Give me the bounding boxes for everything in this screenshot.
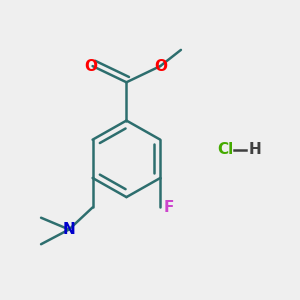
Text: N: N	[63, 222, 75, 237]
Text: H: H	[248, 142, 261, 158]
Text: O: O	[154, 58, 167, 74]
Text: Cl: Cl	[217, 142, 233, 158]
Text: F: F	[164, 200, 174, 215]
Text: O: O	[85, 58, 98, 74]
